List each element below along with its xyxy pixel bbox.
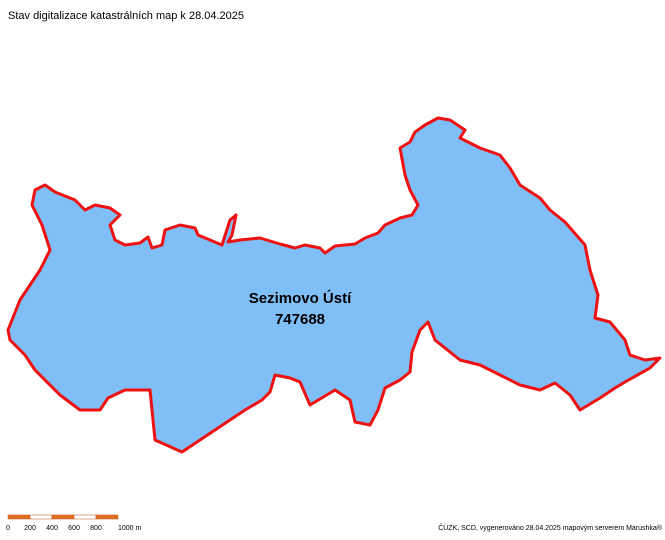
map-title: Stav digitalizace katastrálních map k 28… <box>8 10 244 22</box>
scale-segment <box>95 514 119 520</box>
scale-segment <box>29 514 53 520</box>
area-code: 747688 <box>275 311 325 328</box>
scale-label: 200 <box>24 525 36 532</box>
scale-label: 600 <box>68 525 80 532</box>
scale-label: 800 <box>90 525 102 532</box>
area-name: Sezimovo Ústí <box>249 289 352 307</box>
cadastral-area[interactable] <box>6 116 662 454</box>
scale-label: 400 <box>46 525 58 532</box>
scale-segment <box>51 514 75 520</box>
map-credit: ČÚZK, SCD, vygenerováno 28.04.2025 mapov… <box>438 523 663 532</box>
scale-segment <box>7 514 31 520</box>
scale-label: 1000 m <box>118 525 142 532</box>
scale-label: 0 <box>6 525 10 532</box>
scale-segment <box>73 514 97 520</box>
scale-bar <box>7 514 119 520</box>
